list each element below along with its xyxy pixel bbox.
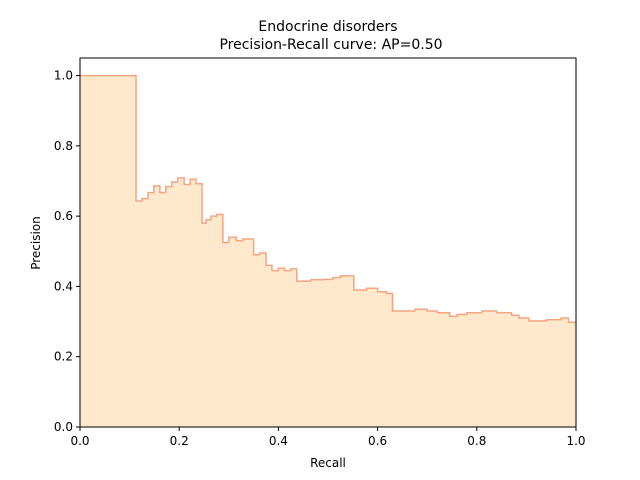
y-tick-label: 0.0 [54, 420, 73, 434]
x-tick-label: 0.0 [70, 434, 89, 448]
pr-curve-line [80, 74, 576, 324]
y-tick-label: 0.6 [54, 209, 73, 223]
x-tick-label: 0.4 [269, 434, 288, 448]
y-axis-ticks: 0.0 0.2 0.4 0.6 0.8 1.0 [54, 69, 80, 434]
chart-title-line2: Precision-Recall curve: AP=0.50 [219, 37, 442, 53]
x-tick-label: 0.6 [368, 434, 387, 448]
pr-area-fill [80, 75, 576, 427]
chart-title-line1: Endocrine disorders [258, 19, 397, 35]
x-tick-label: 1.0 [566, 434, 585, 448]
x-axis-label: Recall [310, 456, 346, 470]
y-tick-label: 0.8 [54, 139, 73, 153]
x-axis-ticks: 0.0 0.2 0.4 0.6 0.8 1.0 [70, 427, 586, 448]
plot-area [80, 74, 576, 427]
x-tick-label: 0.8 [467, 434, 486, 448]
y-tick-label: 0.4 [54, 279, 73, 293]
axes-frame [79, 57, 577, 428]
y-axis-label: Precision [29, 216, 43, 270]
y-tick-label: 1.0 [54, 69, 73, 83]
x-tick-label: 0.2 [170, 434, 189, 448]
y-tick-label: 0.2 [54, 350, 73, 364]
